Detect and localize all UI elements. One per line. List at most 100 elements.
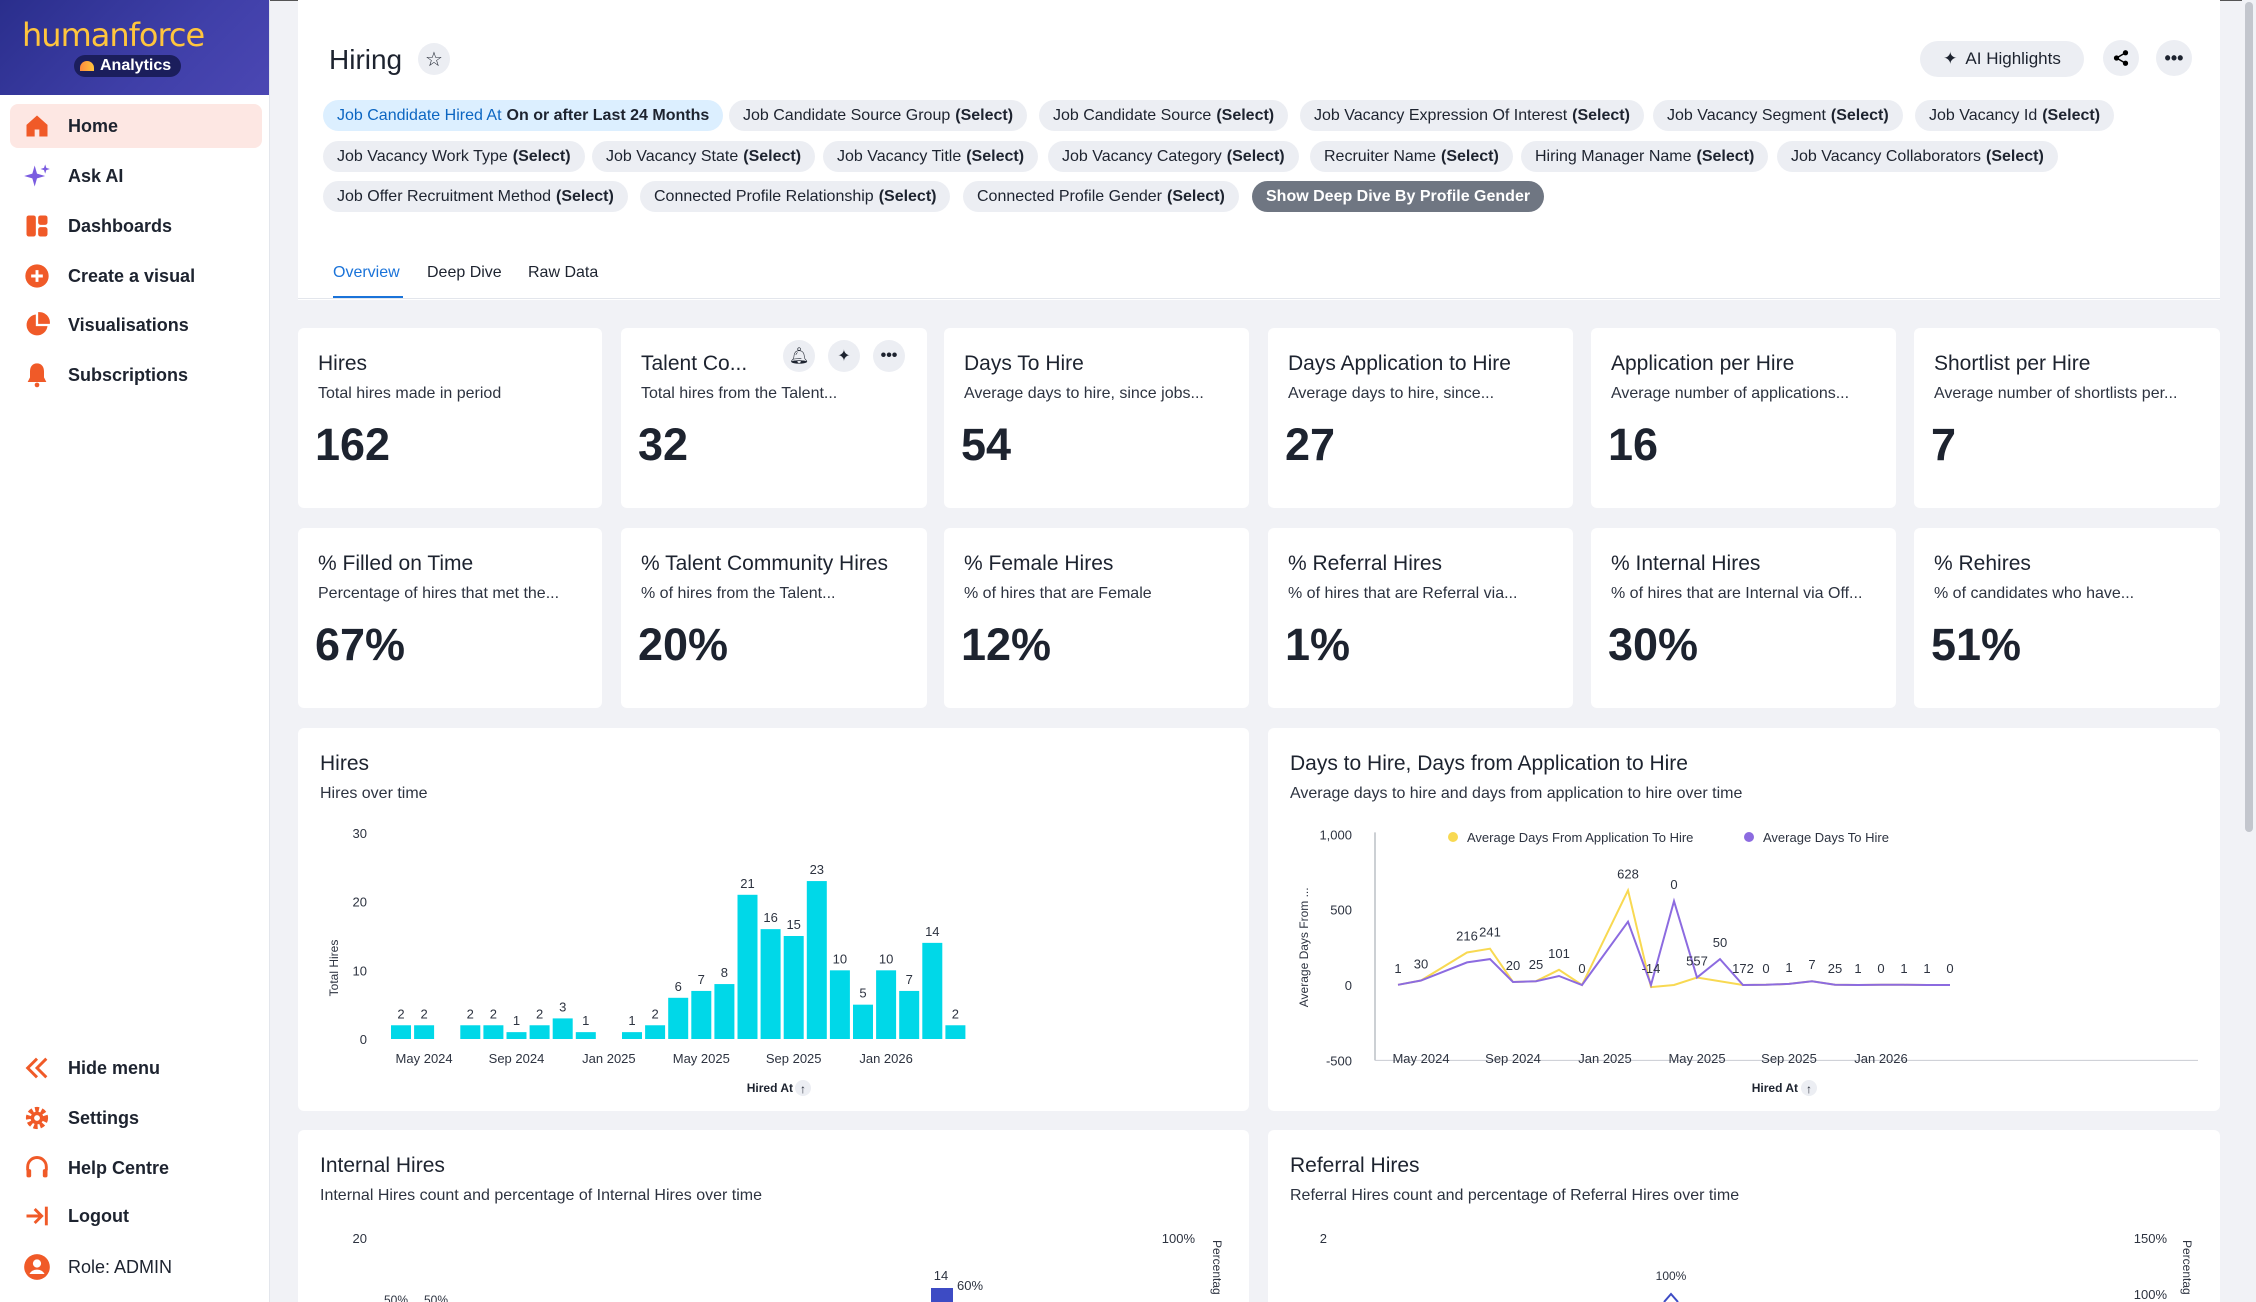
- filter-chip[interactable]: Job Vacancy Category (Select): [1048, 141, 1299, 172]
- filter-chip[interactable]: Job Vacancy Id (Select): [1915, 100, 2115, 131]
- y-tick-label: 20: [353, 1231, 367, 1246]
- filter-chip[interactable]: Job Candidate Source (Select): [1039, 100, 1289, 131]
- bar-data-label: 6: [675, 979, 682, 994]
- sidebar-item-label: Visualisations: [68, 314, 189, 335]
- ai-highlights-button[interactable]: ✦ AI Highlights: [1920, 41, 2084, 77]
- filter-chip[interactable]: Job Vacancy Work Type (Select): [323, 141, 585, 172]
- deep-dive-gender-toggle[interactable]: Show Deep Dive By Profile Gender: [1252, 181, 1545, 212]
- bar-data-label: 2: [651, 1006, 658, 1021]
- hires-chart-card[interactable]: Hires Hires over time 0 10 20 30 Total Hires…: [298, 728, 1249, 1111]
- kpi-title: Shortlist per Hire: [1934, 352, 2091, 375]
- bar-data-label: 14: [934, 1268, 948, 1283]
- scrollbar[interactable]: [2242, 0, 2256, 1302]
- kpi-title: % Rehires: [1934, 552, 2031, 575]
- y2-tick-label: 100%: [2134, 1287, 2168, 1302]
- logout-icon: [22, 1201, 52, 1231]
- sidebar-role[interactable]: Role: ADMIN: [10, 1245, 262, 1289]
- bar-data-label: 2: [536, 1006, 543, 1021]
- sidebar-item-help-centre[interactable]: Help Centre: [10, 1146, 262, 1190]
- sidebar-item-logout[interactable]: Logout: [10, 1194, 262, 1238]
- kpi-title: % Female Hires: [964, 552, 1114, 575]
- x-tick-label: Jan 2026: [859, 1051, 913, 1066]
- days-chart-card[interactable]: Days to Hire, Days from Application to H…: [1268, 728, 2220, 1111]
- point-data-label: -14: [1642, 961, 1661, 976]
- bar: [876, 970, 897, 1039]
- bar-data-label: 16: [763, 910, 777, 925]
- bar-data-label: 1: [628, 1013, 635, 1028]
- tab-deep-dive[interactable]: Deep Dive: [427, 264, 502, 281]
- brand-logo[interactable]: humanforce Analytics: [0, 0, 269, 95]
- filter-chip[interactable]: Job Candidate Hired At On or after Last 2…: [323, 100, 724, 131]
- scrollbar-thumb[interactable]: [2245, 2, 2253, 832]
- bar: [414, 1025, 435, 1039]
- bar: [931, 1288, 953, 1302]
- kpi-card-days-to-hire[interactable]: Days To Hire Average days to hire, since…: [944, 328, 1249, 508]
- sidebar-item-label: Settings: [68, 1107, 140, 1128]
- filter-chip[interactable]: Connected Profile Relationship (Select): [640, 181, 951, 212]
- bar-data-label: 3: [559, 999, 566, 1014]
- kpi-card-rehires[interactable]: % Rehires % of candidates who have... 51…: [1914, 528, 2220, 708]
- more-options-icon[interactable]: •••: [2156, 40, 2192, 76]
- bar: [945, 1025, 966, 1039]
- filter-chip[interactable]: Job Vacancy Collaborators (Select): [1777, 141, 2058, 172]
- y2-axis-label: Percentag: [1210, 1240, 1224, 1295]
- sidebar-item-ask-ai[interactable]: Ask AI: [10, 154, 262, 198]
- more-options-icon[interactable]: •••: [873, 340, 905, 372]
- sidebar-item-home[interactable]: Home: [10, 104, 262, 148]
- kpi-subtitle: Average number of shortlists per...: [1934, 385, 2178, 402]
- internal-hires-card[interactable]: Internal Hires Internal Hires count and …: [298, 1130, 1249, 1302]
- kpi-card-talent-community[interactable]: Talent Co... Total hires from the Talent…: [621, 328, 927, 508]
- sidebar-item-label: Subscriptions: [68, 364, 189, 385]
- bar-data-label: 15: [786, 917, 800, 932]
- y-tick-label: 20: [353, 895, 367, 910]
- x-tick-label: Jan 2026: [1854, 1051, 1908, 1066]
- filter-chip[interactable]: Job Vacancy Segment (Select): [1653, 100, 1903, 131]
- bar: [506, 1032, 527, 1039]
- filter-chip[interactable]: Job Vacancy Title (Select): [823, 141, 1039, 172]
- referral-hires-card[interactable]: Referral Hires Referral Hires count and …: [1268, 1130, 2220, 1302]
- filter-chip[interactable]: Connected Profile Gender (Select): [963, 181, 1239, 212]
- filter-chip[interactable]: Job Vacancy Expression Of Interest (Selec…: [1300, 100, 1644, 131]
- analytics-badge: Analytics: [74, 55, 182, 77]
- sidebar-item-create-visual[interactable]: Create a visual: [10, 254, 262, 298]
- bell-icon[interactable]: 🔔︎: [783, 340, 815, 372]
- sparkle-icon[interactable]: ✦: [828, 340, 860, 372]
- kpi-card-talent-community-hires[interactable]: % Talent Community Hires % of hires from…: [621, 528, 927, 708]
- kpi-card-application-per-hire[interactable]: Application per Hire Average number of a…: [1591, 328, 1896, 508]
- sidebar-item-subscriptions[interactable]: Subscriptions: [10, 353, 262, 397]
- filter-chip[interactable]: Job Candidate Source Group (Select): [729, 100, 1028, 131]
- x-tick-label: Sep 2025: [766, 1051, 822, 1066]
- kpi-card-days-application-to-hire[interactable]: Days Application to Hire Average days to…: [1268, 328, 1573, 508]
- chart-subtitle: Average days to hire and days from appli…: [1290, 785, 1743, 802]
- sidebar-item-visualisations[interactable]: Visualisations: [10, 303, 262, 347]
- kpi-card-filled-on-time[interactable]: % Filled on Time Percentage of hires tha…: [298, 528, 602, 708]
- share-icon[interactable]: [2103, 40, 2139, 76]
- filter-chip[interactable]: Job Vacancy State (Select): [592, 141, 816, 172]
- sidebar-item-settings[interactable]: Settings: [10, 1096, 262, 1140]
- y-axis-label: Total Hires: [327, 940, 341, 997]
- sidebar-item-label: Hide menu: [68, 1057, 161, 1078]
- hide-menu-button[interactable]: Hide menu: [10, 1046, 262, 1090]
- kpi-value: 27: [1285, 419, 1336, 470]
- internal-hires-chart: 20 100% Percentag 50% 50% 14 60%: [353, 1231, 1224, 1302]
- sparkle-icon: ✦: [1943, 49, 1958, 68]
- y-tick-label: 0: [1345, 978, 1352, 993]
- favorite-star-icon[interactable]: ☆: [418, 43, 450, 75]
- tab-raw-data[interactable]: Raw Data: [528, 264, 599, 281]
- kpi-card-hires[interactable]: Hires Total hires made in period 162: [298, 328, 602, 508]
- tab-overview[interactable]: Overview: [333, 264, 400, 281]
- filter-chip[interactable]: Job Offer Recruitment Method (Select): [323, 181, 628, 212]
- bar: [737, 894, 758, 1039]
- kpi-card-female-hires[interactable]: % Female Hires % of hires that are Femal…: [944, 528, 1249, 708]
- sidebar-item-label: Ask AI: [68, 165, 124, 186]
- filter-chip[interactable]: Recruiter Name (Select): [1310, 141, 1513, 172]
- kpi-card-internal-hires[interactable]: % Internal Hires % of hires that are Int…: [1591, 528, 1896, 708]
- kpi-card-shortlist-per-hire[interactable]: Shortlist per Hire Average number of sho…: [1914, 328, 2220, 508]
- filter-chip[interactable]: Hiring Manager Name (Select): [1521, 141, 1769, 172]
- kpi-card-referral-hires[interactable]: % Referral Hires % of hires that are Ref…: [1268, 528, 1573, 708]
- chart-subtitle: Referral Hires count and percentage of R…: [1290, 1187, 1740, 1204]
- y-tick-label: 1,000: [1319, 827, 1352, 842]
- point-data-label: 20: [1506, 958, 1520, 973]
- sidebar-item-dashboards[interactable]: Dashboards: [10, 204, 262, 248]
